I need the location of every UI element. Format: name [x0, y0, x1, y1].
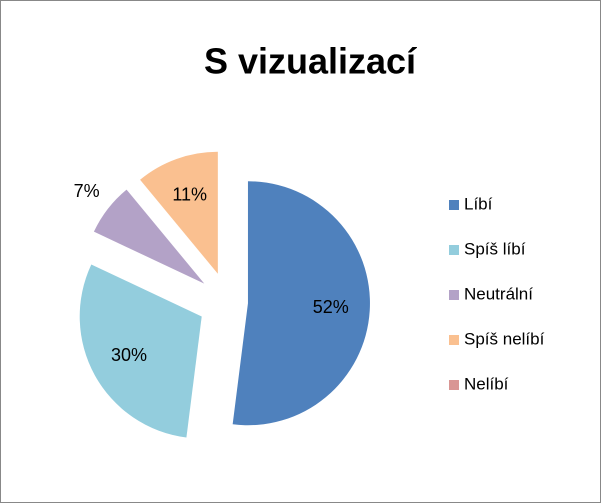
data-label: 11%	[172, 184, 207, 204]
legend-swatch	[449, 335, 459, 345]
legend-label: Spíš nelíbí	[464, 329, 545, 348]
data-label: 52%	[313, 297, 349, 317]
legend-label: Líbí	[464, 194, 493, 213]
legend-swatch	[449, 200, 459, 210]
data-label: 7%	[74, 181, 100, 201]
legend-swatch	[449, 245, 459, 255]
pie-slice	[93, 189, 205, 284]
legend-swatch	[449, 380, 459, 390]
pie-slice	[232, 181, 370, 426]
legend-label: Nelíbí	[464, 374, 509, 393]
pie-slice	[140, 151, 218, 274]
legend-label: Neutrální	[464, 284, 533, 303]
pie-slice	[79, 264, 202, 438]
chart-title: S vizualizací	[204, 41, 417, 82]
legend-label: Spíš líbí	[464, 239, 526, 258]
data-label: 30%	[111, 345, 147, 365]
legend-swatch	[449, 290, 459, 300]
